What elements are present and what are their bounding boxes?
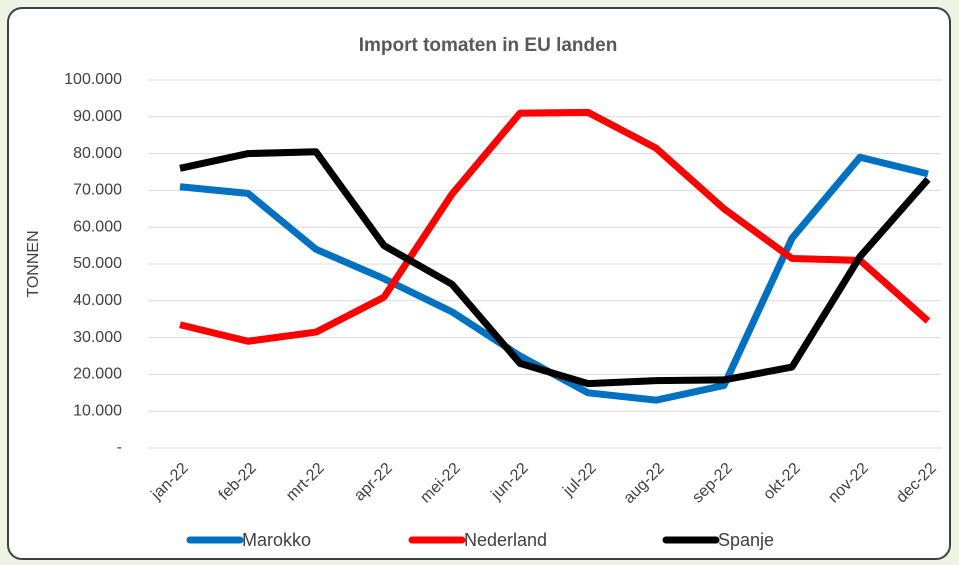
y-axis-label: TONNEN xyxy=(25,230,42,297)
y-tick-label: 100.000 xyxy=(64,71,122,88)
series-line xyxy=(179,148,931,388)
legend-label: Marokko xyxy=(242,530,311,550)
y-tick-label: 80.000 xyxy=(73,145,122,162)
y-tick-label: 50.000 xyxy=(73,255,122,272)
y-tick-label: 10.000 xyxy=(73,402,122,419)
chart-title: Import tomaten in EU landen xyxy=(359,35,618,56)
legend-label: Nederland xyxy=(464,530,547,550)
y-tick-label: 40.000 xyxy=(73,292,122,309)
legend-label: Spanje xyxy=(718,530,774,550)
y-tick-label: 30.000 xyxy=(73,329,122,346)
y-tick-label: - xyxy=(117,439,122,456)
y-tick-label: 70.000 xyxy=(73,182,122,199)
y-tick-label: 20.000 xyxy=(73,366,122,383)
y-tick-label: 90.000 xyxy=(73,108,122,125)
chart-frame xyxy=(7,7,951,560)
y-tick-label: 60.000 xyxy=(73,218,122,235)
series-line xyxy=(179,108,931,345)
